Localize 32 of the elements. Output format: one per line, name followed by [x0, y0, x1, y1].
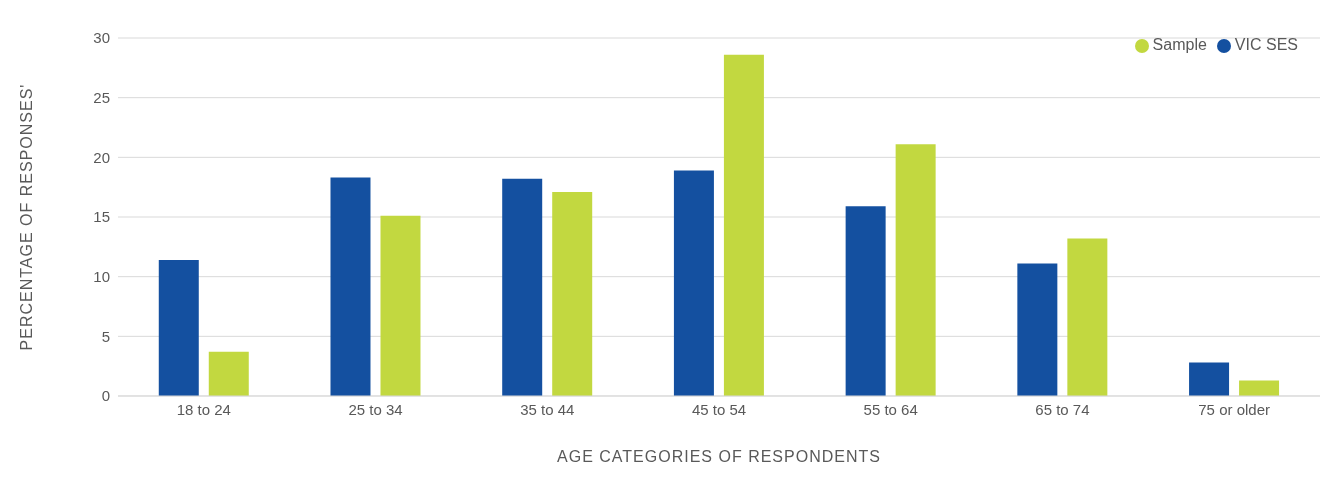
bar: [208, 351, 249, 396]
x-tick-label: 25 to 34: [348, 400, 403, 418]
legend-label: VIC SES: [1234, 36, 1298, 53]
x-axis-title: AGE CATEGORIES OF RESPONDENTS: [557, 448, 881, 465]
x-tick-label: 18 to 24: [176, 400, 231, 418]
x-tick-label: 35 to 44: [520, 400, 575, 418]
bar: [1017, 263, 1058, 396]
bar: [502, 178, 543, 396]
bar: [158, 259, 199, 396]
bar: [1067, 238, 1108, 396]
y-tick-label: 5: [101, 327, 110, 345]
bar: [845, 206, 886, 396]
legend-label: Sample: [1152, 36, 1207, 53]
bar: [1189, 362, 1230, 396]
y-tick-label: 15: [93, 208, 110, 226]
bar: [380, 215, 421, 396]
y-tick-label: 0: [101, 387, 110, 405]
y-axis-title: PERCENTAGE OF RESPONSES': [17, 83, 35, 351]
y-tick-label: 25: [93, 88, 110, 106]
x-tick-label: 55 to 64: [863, 400, 918, 418]
x-tick-label: 65 to 74: [1035, 400, 1090, 418]
bar: [330, 177, 371, 396]
bar: [552, 191, 593, 396]
bar: [895, 144, 936, 396]
x-tick-label: 75 or older: [1198, 400, 1270, 418]
bar: [1239, 380, 1280, 396]
y-tick-label: 20: [93, 148, 110, 166]
bar: [723, 54, 764, 396]
y-tick-label: 30: [93, 29, 110, 47]
bar: [673, 170, 714, 396]
x-tick-label: 45 to 54: [691, 400, 747, 418]
y-tick-label: 10: [93, 267, 110, 285]
